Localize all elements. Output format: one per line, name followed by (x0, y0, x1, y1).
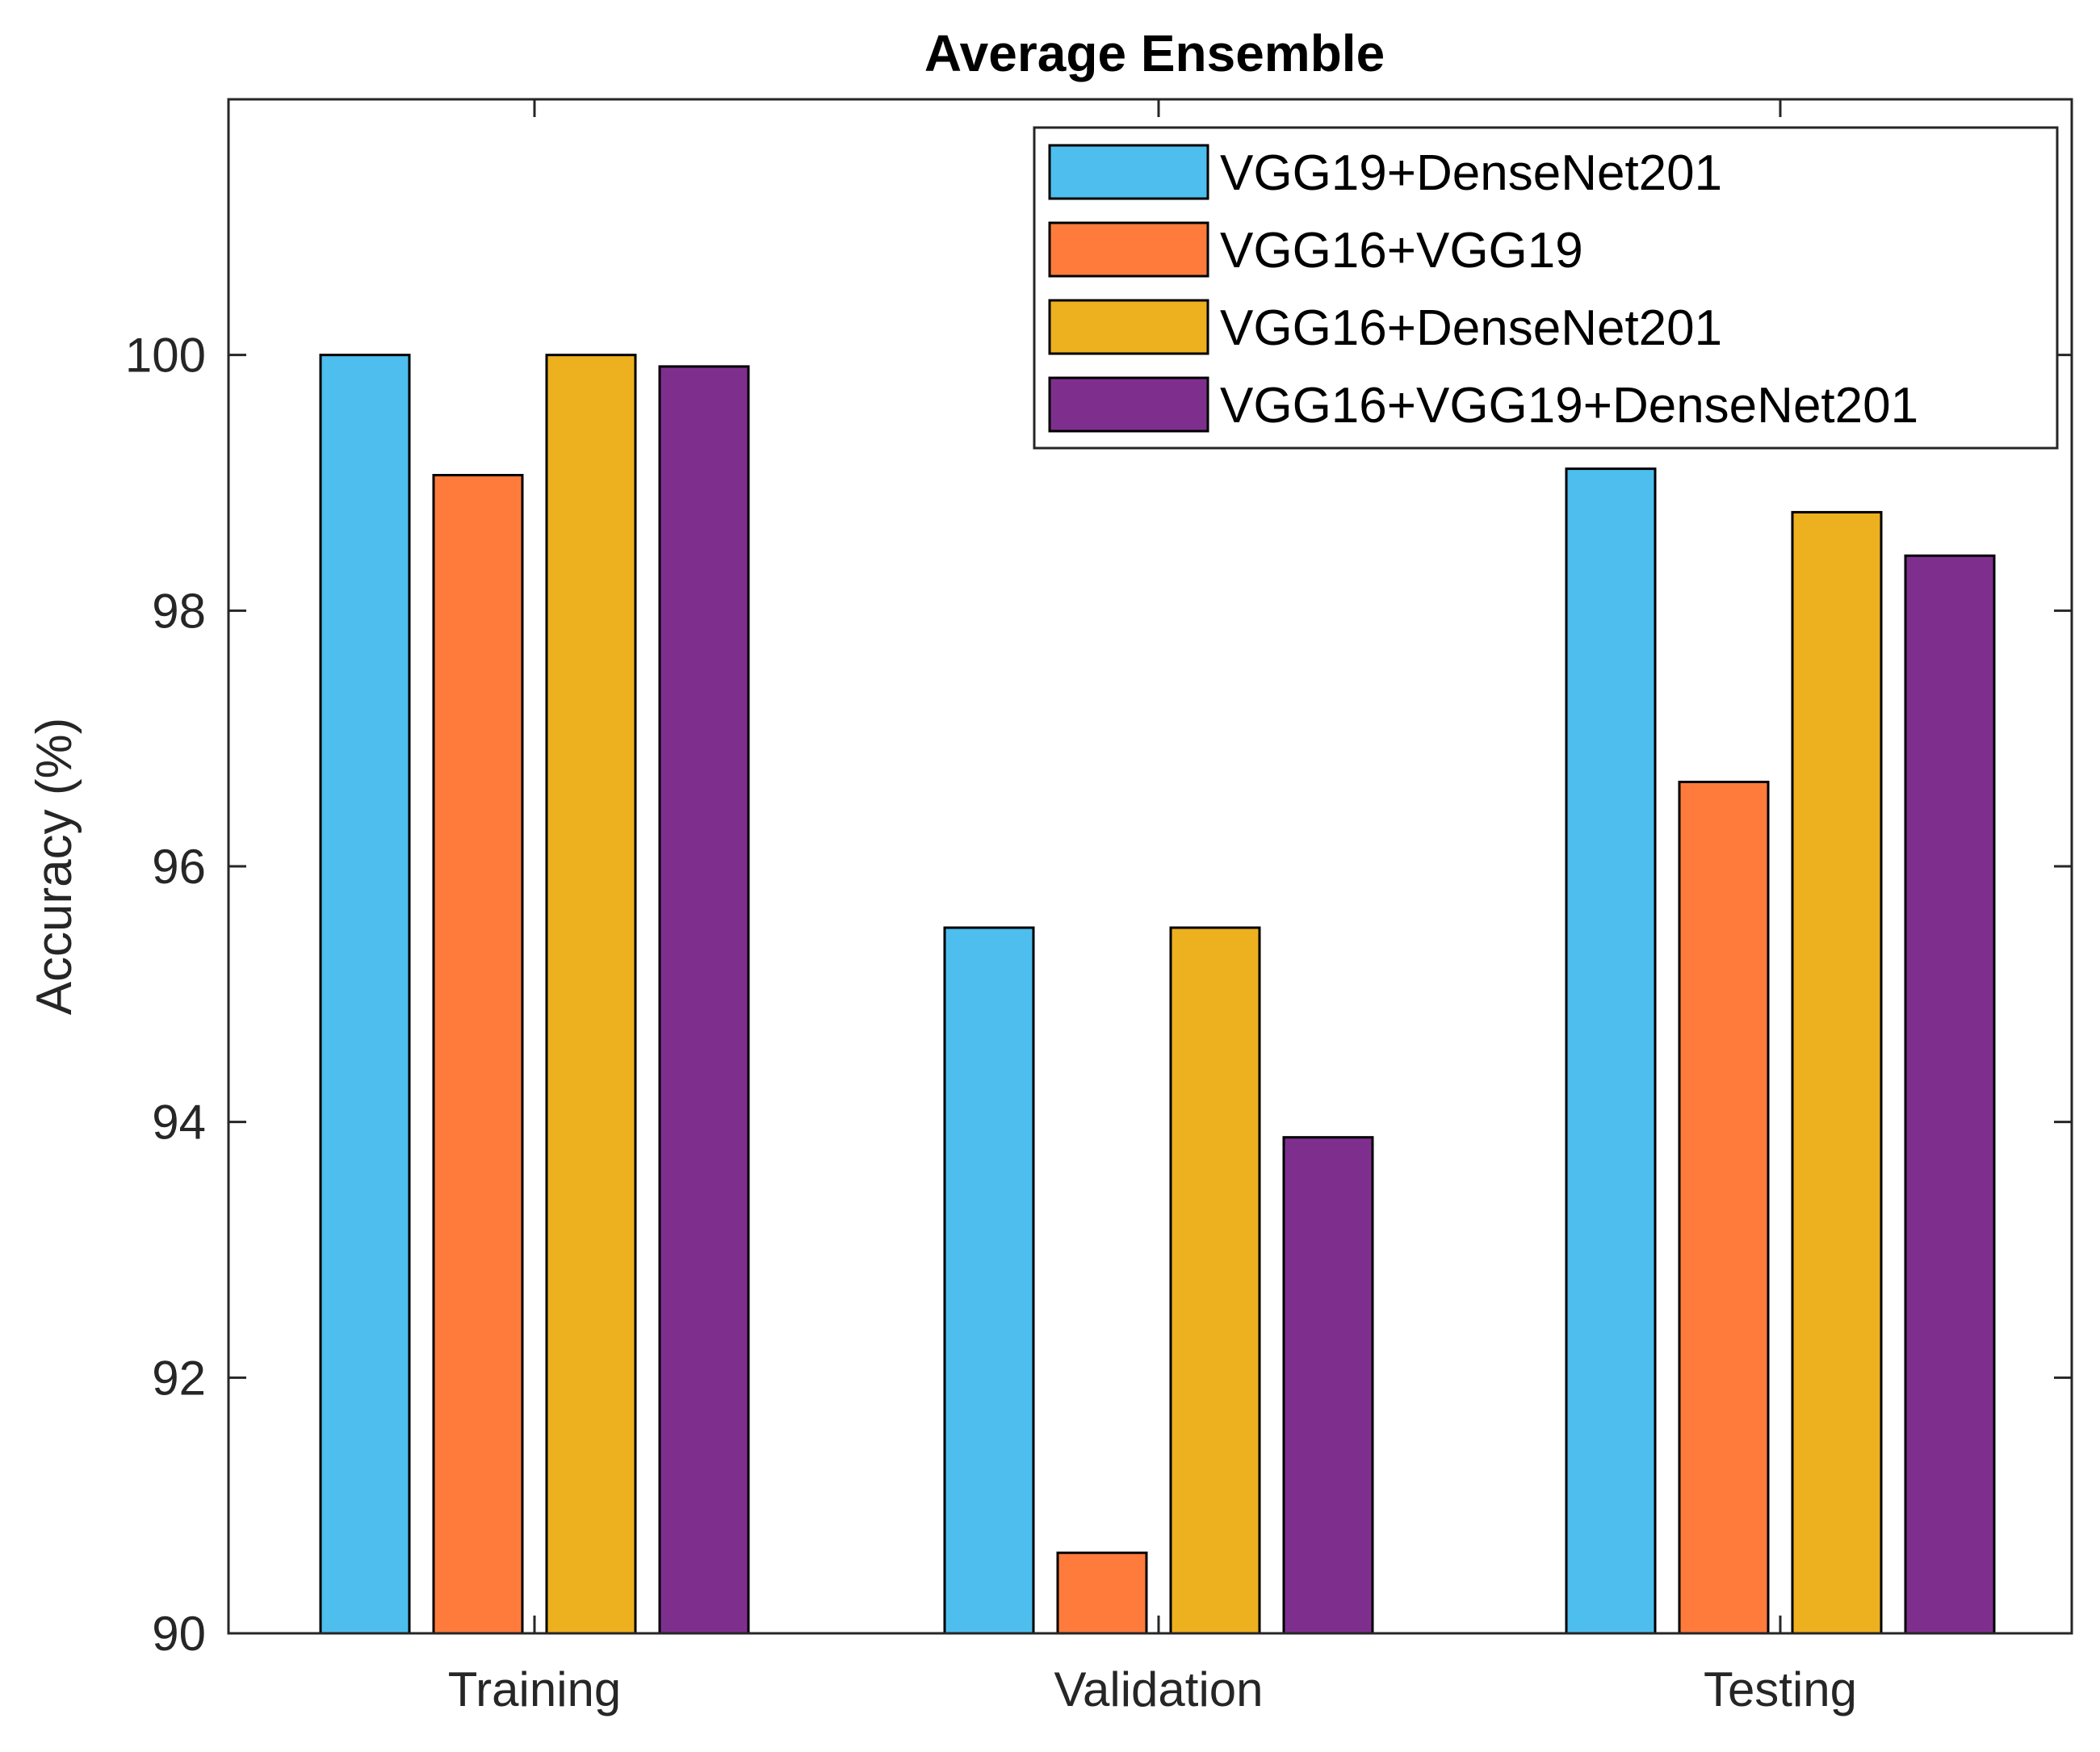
bar-training-series-1 (319, 354, 411, 1635)
legend-swatch-series-1 (1048, 144, 1209, 200)
y-tick-label: 96 (152, 840, 206, 894)
legend: VGG19+DenseNet201 VGG16+VGG19 VGG16+DenseN… (1033, 126, 2059, 450)
y-tick-label: 100 (125, 329, 206, 383)
y-tick-label: 90 (152, 1607, 206, 1661)
legend-label-series-1: VGG19+DenseNet201 (1220, 145, 1722, 201)
bar-validation-series-4 (1282, 1136, 1374, 1635)
y-tick-label: 98 (152, 584, 206, 638)
legend-swatch-series-4 (1048, 376, 1209, 433)
x-tick-label-validation: Validation (1054, 1662, 1263, 1716)
x-tick-label-training: Training (448, 1662, 622, 1716)
bar-training-series-4 (658, 365, 750, 1635)
bar-testing-series-1 (1565, 467, 1657, 1635)
y-tick-label: 92 (152, 1351, 206, 1405)
bar-validation-series-1 (943, 926, 1035, 1635)
legend-label-series-4: VGG16+VGG19+DenseNet201 (1220, 378, 1918, 434)
bar-testing-series-3 (1791, 510, 1883, 1635)
bar-testing-series-2 (1678, 781, 1770, 1635)
bar-testing-series-4 (1904, 554, 1996, 1635)
y-axis-label: Accuracy (%) (27, 718, 82, 1016)
chart-title: Average Ensemble (924, 24, 1385, 82)
bar-validation-series-2 (1056, 1551, 1148, 1635)
bar-training-series-3 (545, 354, 637, 1635)
legend-label-series-3: VGG16+DenseNet201 (1220, 300, 1722, 356)
plot-area-frame (227, 98, 2073, 1635)
bars-layer (319, 354, 1996, 1635)
x-tick-label-testing: Testing (1704, 1662, 1857, 1716)
legend-label-series-2: VGG16+VGG19 (1220, 223, 1583, 279)
legend-swatch-series-3 (1048, 299, 1209, 355)
bar-validation-series-3 (1169, 926, 1261, 1635)
bar-training-series-2 (432, 474, 524, 1635)
y-tick-label: 94 (152, 1096, 206, 1150)
ticks-layer: 90 92 94 96 98 100 Training Validation Testing (125, 99, 2072, 1716)
legend-swatch-series-2 (1048, 221, 1209, 278)
